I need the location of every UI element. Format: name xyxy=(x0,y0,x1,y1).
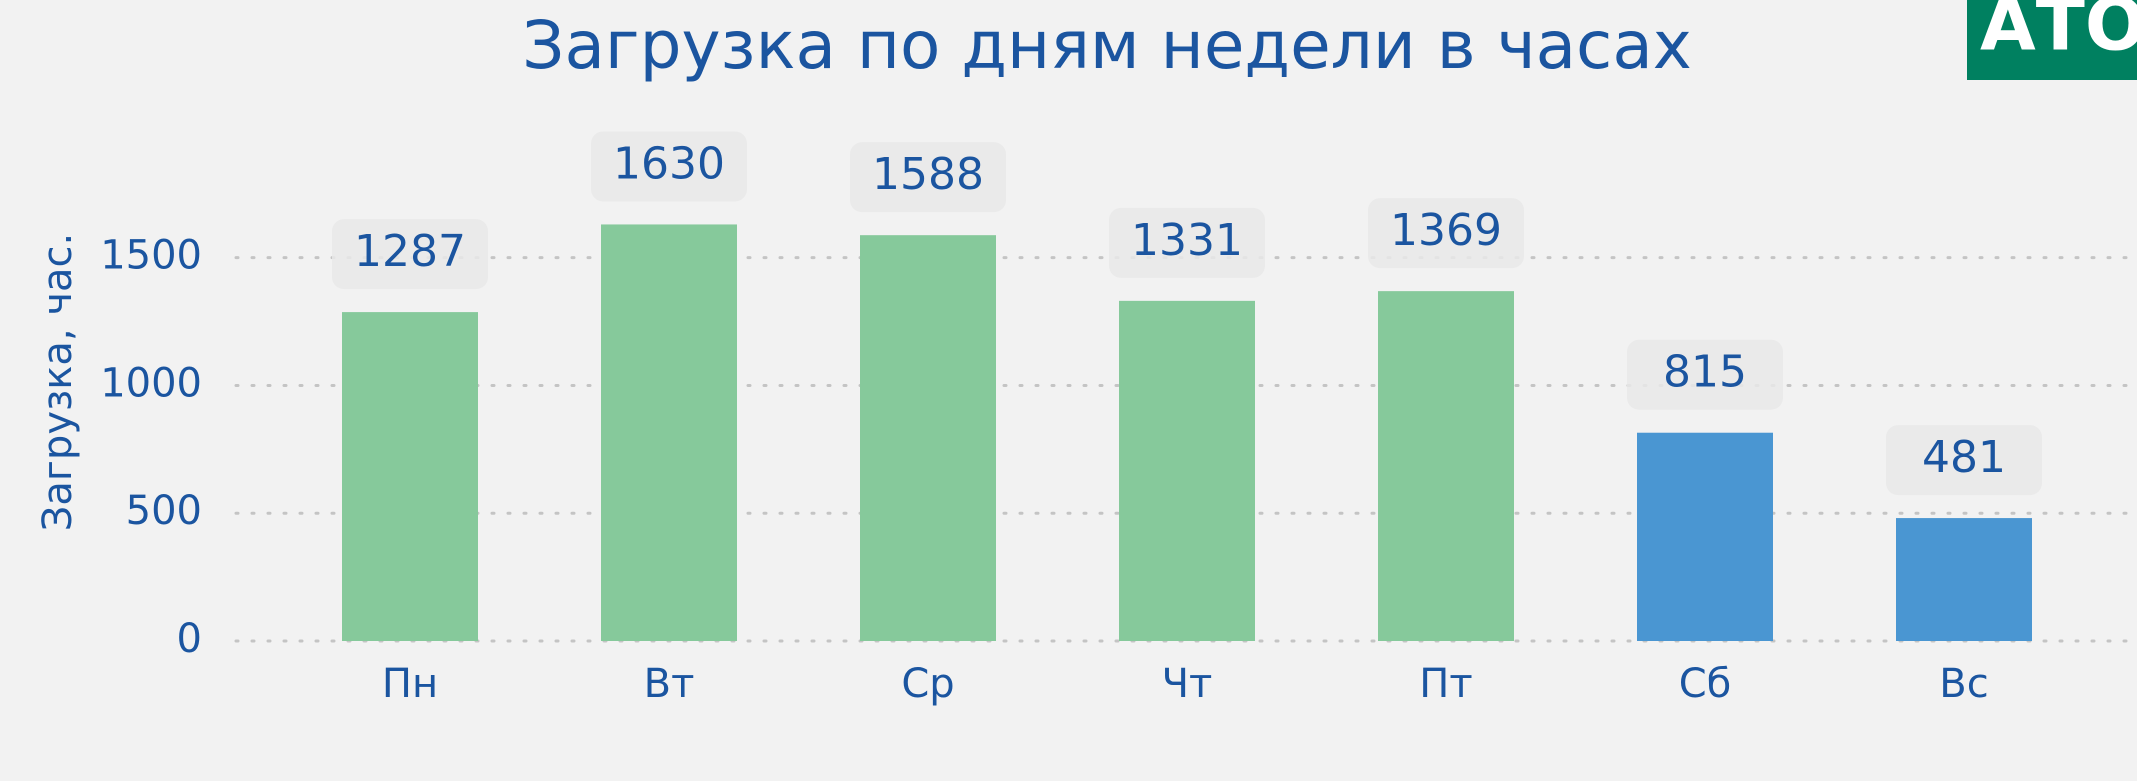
value-label-box xyxy=(332,219,488,290)
x-tick-label: Вс xyxy=(1939,661,1988,707)
value-label: 1287 xyxy=(354,226,466,277)
bar xyxy=(601,224,737,641)
bar xyxy=(1896,518,2032,641)
bar xyxy=(342,312,478,641)
x-tick-label: Ср xyxy=(901,661,954,707)
x-tick-label: Пт xyxy=(1419,661,1472,707)
logo: АТОМ xyxy=(1980,0,2137,67)
y-axis-label: Загрузка, час. xyxy=(35,233,81,531)
value-label-box xyxy=(1886,425,2042,496)
value-label-box xyxy=(850,142,1006,213)
value-label-box xyxy=(591,131,747,202)
bar xyxy=(1378,291,1514,641)
value-label: 1331 xyxy=(1131,215,1243,266)
y-tick-label: 1500 xyxy=(100,233,202,279)
bar xyxy=(1119,300,1255,641)
value-label: 1588 xyxy=(872,149,984,200)
value-label: 1630 xyxy=(613,138,725,189)
x-tick-label: Чт xyxy=(1162,661,1213,707)
value-label-box xyxy=(1109,207,1265,278)
value-label: 815 xyxy=(1663,347,1747,398)
y-tick-label: 500 xyxy=(126,488,202,534)
x-tick-label: Сб xyxy=(1679,661,1732,707)
x-tick-label: Пн xyxy=(382,661,438,707)
y-tick-label: 1000 xyxy=(100,360,202,406)
bar xyxy=(860,235,996,641)
y-tick-label: 0 xyxy=(177,616,202,662)
logo-box xyxy=(1967,0,2137,80)
value-label: 1369 xyxy=(1390,205,1502,256)
value-label-box xyxy=(1627,339,1783,410)
value-label-box xyxy=(1368,198,1524,269)
x-tick-label: Вт xyxy=(644,661,695,707)
chart-title: Загрузка по дням недели в часах xyxy=(522,7,1692,84)
bar xyxy=(1637,432,1773,641)
value-label: 481 xyxy=(1922,432,2006,483)
